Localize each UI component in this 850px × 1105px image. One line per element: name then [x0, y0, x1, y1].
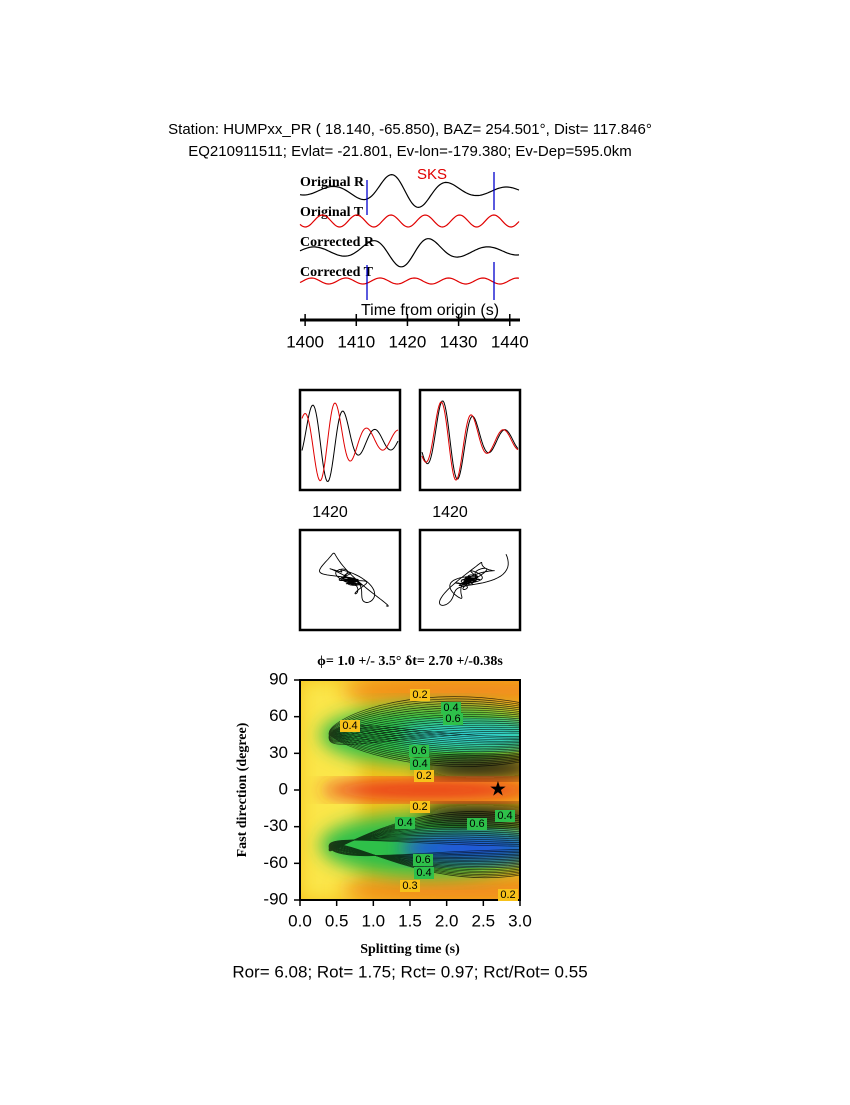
contour-xlabel: Splitting time (s)	[360, 942, 460, 957]
contour-label-box	[467, 818, 487, 830]
panel	[298, 388, 402, 492]
contour-label: 0.2	[412, 689, 427, 701]
x-tick-label: 2.0	[435, 911, 459, 930]
panel	[298, 528, 402, 632]
x-tick-label: 1440	[491, 332, 529, 351]
trace	[299, 238, 520, 268]
contour-label-box	[400, 880, 420, 892]
contour-label-box	[395, 817, 415, 829]
contour-label-box	[409, 745, 429, 757]
contour-label-box	[413, 854, 433, 866]
contour-label: 0.4	[397, 817, 412, 829]
contour-label-box	[498, 889, 518, 901]
particle-panels	[298, 388, 522, 632]
pm-tick-label: 1420	[432, 504, 468, 521]
x-tick-label: 1410	[337, 332, 375, 351]
x-tick-label: 3.0	[508, 911, 532, 930]
y-tick-label: 30	[269, 743, 288, 762]
y-tick-label: -30	[263, 816, 288, 835]
contour-label: 0.2	[500, 889, 515, 901]
contour-label: 0.6	[411, 745, 426, 757]
contour-label-box	[410, 758, 430, 770]
pm-trace	[421, 401, 519, 481]
contour-label: 0.4	[497, 810, 512, 822]
pm-trace	[301, 402, 399, 482]
contour-label: 0.6	[445, 713, 460, 725]
contour-title: ϕ= 1.0 +/- 3.5° δt= 2.70 +/-0.38s	[317, 654, 503, 669]
pm-trace	[421, 400, 519, 480]
best-fit-star: ★	[489, 778, 507, 800]
y-tick-label: 0	[279, 779, 288, 798]
contour-label-box	[410, 689, 430, 701]
x-tick-label: 2.5	[472, 911, 496, 930]
footer: Ror= 6.08; Rot= 1.75; Rct= 0.97; Rct/Rot…	[232, 962, 587, 981]
x-tick-label: 1430	[440, 332, 478, 351]
trace	[299, 173, 520, 209]
pm-trace	[301, 404, 399, 483]
x-tick-label: 1.5	[398, 911, 422, 930]
phase-label: SKS	[417, 166, 447, 183]
pm-particle	[439, 554, 509, 606]
panel	[418, 388, 522, 492]
y-tick-label: -90	[263, 889, 288, 908]
contour-label-box	[414, 867, 434, 879]
contour-label: 0.4	[443, 702, 458, 714]
event-line: EQ210911511; Evlat= -21.801, Ev-lon=-179…	[188, 143, 631, 160]
station-line: Station: HUMPxx_PR ( 18.140, -65.850), B…	[168, 121, 652, 138]
trace-label: Corrected R	[300, 235, 375, 250]
contour-label: 0.6	[415, 854, 430, 866]
time-xlabel: Time from origin (s)	[361, 302, 499, 319]
contour-image	[300, 680, 520, 900]
contour-label-box	[410, 801, 430, 813]
contour-label: 0.4	[412, 758, 427, 770]
x-tick-label: 1400	[286, 332, 324, 351]
contour-label-box	[441, 702, 461, 714]
contour-label: 0.4	[342, 720, 357, 732]
y-tick-label: 90	[269, 669, 288, 688]
y-tick-label: -60	[263, 853, 288, 872]
x-tick-label: 1.0	[362, 911, 386, 930]
trace-label: Corrected T	[300, 265, 374, 280]
y-tick-label: 60	[269, 706, 288, 725]
contour-label-box	[443, 713, 463, 725]
panel	[418, 528, 522, 632]
trace-label: Original T	[300, 205, 364, 220]
contour-label: 0.2	[416, 770, 431, 782]
trace-label: Original R	[300, 175, 365, 190]
contour-label: 0.4	[416, 867, 431, 879]
contour-label-box	[414, 770, 434, 782]
contour-label: 0.6	[469, 818, 484, 830]
pm-tick-label: 1420	[312, 504, 348, 521]
x-tick-label: 1420	[389, 332, 427, 351]
x-tick-label: 0.5	[325, 911, 349, 930]
contour-label-box	[340, 720, 360, 732]
x-tick-label: 0.0	[288, 911, 312, 930]
pm-particle	[319, 552, 389, 607]
trace	[299, 277, 520, 285]
contour-label: 0.2	[412, 801, 427, 813]
trace	[299, 214, 520, 228]
contour-label: 0.3	[402, 880, 417, 892]
contour-ylabel: Fast direction (degree)	[235, 722, 250, 857]
contour-label-box	[495, 810, 515, 822]
